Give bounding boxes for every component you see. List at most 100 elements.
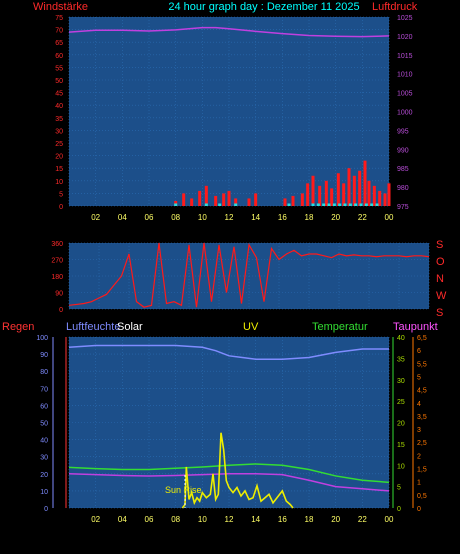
pressure-axis-title: Luftdruck [372,1,418,13]
x-tick-label: 22 [358,515,367,524]
humidity-line [68,344,389,360]
x-tick-label: 14 [251,515,260,524]
wind-bar [306,183,310,206]
wind-bar [300,193,304,206]
uv-tick-label: 0,5 [417,493,427,500]
uv-tick-label: 0 [417,506,421,513]
uv-tick-label: 5,5 [417,361,427,368]
uv-tick-label: 1,5 [417,467,427,474]
wind-direction-line [68,242,430,308]
wind-bar [372,185,376,206]
temperature-tick-label: 30 [397,378,405,385]
uv-tick-label: 4,5 [417,388,427,395]
gust-bar [375,203,379,206]
x-tick-label: 12 [225,515,234,524]
compass-label: O [436,256,445,268]
wind-direction-tick-label: 360 [51,241,63,248]
compass-label: S [436,307,443,319]
x-tick-label: 16 [278,213,287,222]
wind-speed-axis-title: Windstärke [33,1,88,13]
x-tick-label: 20 [331,213,340,222]
gust-bar [287,203,291,206]
temperature-tick-label: 0 [397,506,401,513]
dewpoint-label: Taupunkt [393,321,438,333]
x-tick-label: 18 [305,515,314,524]
temperature-line [68,463,390,484]
x-tick-label: 00 [385,515,394,524]
wind-direction-grid [68,242,430,310]
wind-speed-tick-label: 0 [59,204,63,211]
chart-title: 24 hour graph day : Dezember 11 2025 [168,1,359,13]
wind-speed-tick-label: 55 [55,65,63,72]
gust-bar [311,203,315,206]
wind-speed-tick-label: 40 [55,103,63,110]
humidity-tick-label: 70 [40,386,48,393]
gust-bar [204,203,208,206]
wind-speed-tick-label: 25 [55,141,63,148]
x-tick-label: 02 [91,515,100,524]
humidity-tick-label: 60 [40,403,48,410]
compass-label: N [436,273,444,285]
gust-bars [174,203,379,206]
temperature-tick-label: 5 [397,485,401,492]
wind-bar [222,193,226,206]
pressure-tick-label: 1000 [397,110,413,117]
wind-speed-tick-label: 45 [55,91,63,98]
wind-bar [367,180,371,206]
temperature-tick-label: 20 [397,421,405,428]
humidity-tick-label: 40 [40,438,48,445]
uv-tick-label: 1 [417,480,421,487]
gust-bar [338,203,342,206]
gust-bar [359,203,363,206]
wind-bar [378,190,382,206]
wind-speed-tick-label: 15 [55,166,63,173]
x-tick-label: 08 [171,515,180,524]
wind-direction-tick-label: 90 [55,291,63,298]
temperature-tick-label: 40 [397,335,405,342]
gust-bar [348,203,352,206]
wind-speed-tick-label: 10 [55,179,63,186]
x-tick-label: 10 [198,515,207,524]
climate-x-axis: 02 04 06 08 10 12 14 16 18 20 22 00 [91,515,394,524]
x-tick-label: 12 [225,213,234,222]
wind-x-axis: 02 04 06 08 10 12 14 16 18 20 22 00 [91,213,394,222]
wind-bar [247,198,251,206]
wind-bar [283,198,287,206]
sunrise-label: Sun Rise [165,485,202,495]
temperature-tick-label: 35 [397,356,405,363]
wind-bar [190,198,194,206]
x-tick-label: 06 [145,213,154,222]
wind-speed-tick-label: 35 [55,116,63,123]
gust-bar [332,203,336,206]
wind-bar [182,193,186,206]
wind-speed-tick-label: 50 [55,78,63,85]
x-tick-label: 22 [358,213,367,222]
humidity-axis: 0 10 20 30 40 50 60 70 80 90 100 [36,335,67,513]
x-tick-label: 16 [278,515,287,524]
humidity-tick-label: 10 [40,489,48,496]
uv-tick-label: 4 [417,401,421,408]
gust-bar [234,203,238,206]
humidity-tick-label: 100 [36,335,48,342]
wind-direction-tick-label: 0 [59,307,63,314]
gust-bar [370,203,374,206]
pressure-tick-label: 1025 [397,15,413,22]
wind-bar [358,170,362,206]
pressure-line [68,26,390,38]
gust-bar [327,203,331,206]
wind-speed-tick-label: 75 [55,15,63,22]
wind-bar [254,193,258,206]
wind-bar [227,190,231,206]
temperature-tick-label: 15 [397,442,405,449]
x-tick-label: 06 [145,515,154,524]
uv-label: UV [243,321,259,333]
solar-line [181,432,294,509]
x-tick-label: 04 [118,213,127,222]
humidity-tick-label: 30 [40,455,48,462]
uv-tick-label: 2 [417,453,421,460]
wind-bar [342,183,346,206]
wind-bar [383,193,387,206]
pressure-tick-label: 980 [397,185,409,192]
